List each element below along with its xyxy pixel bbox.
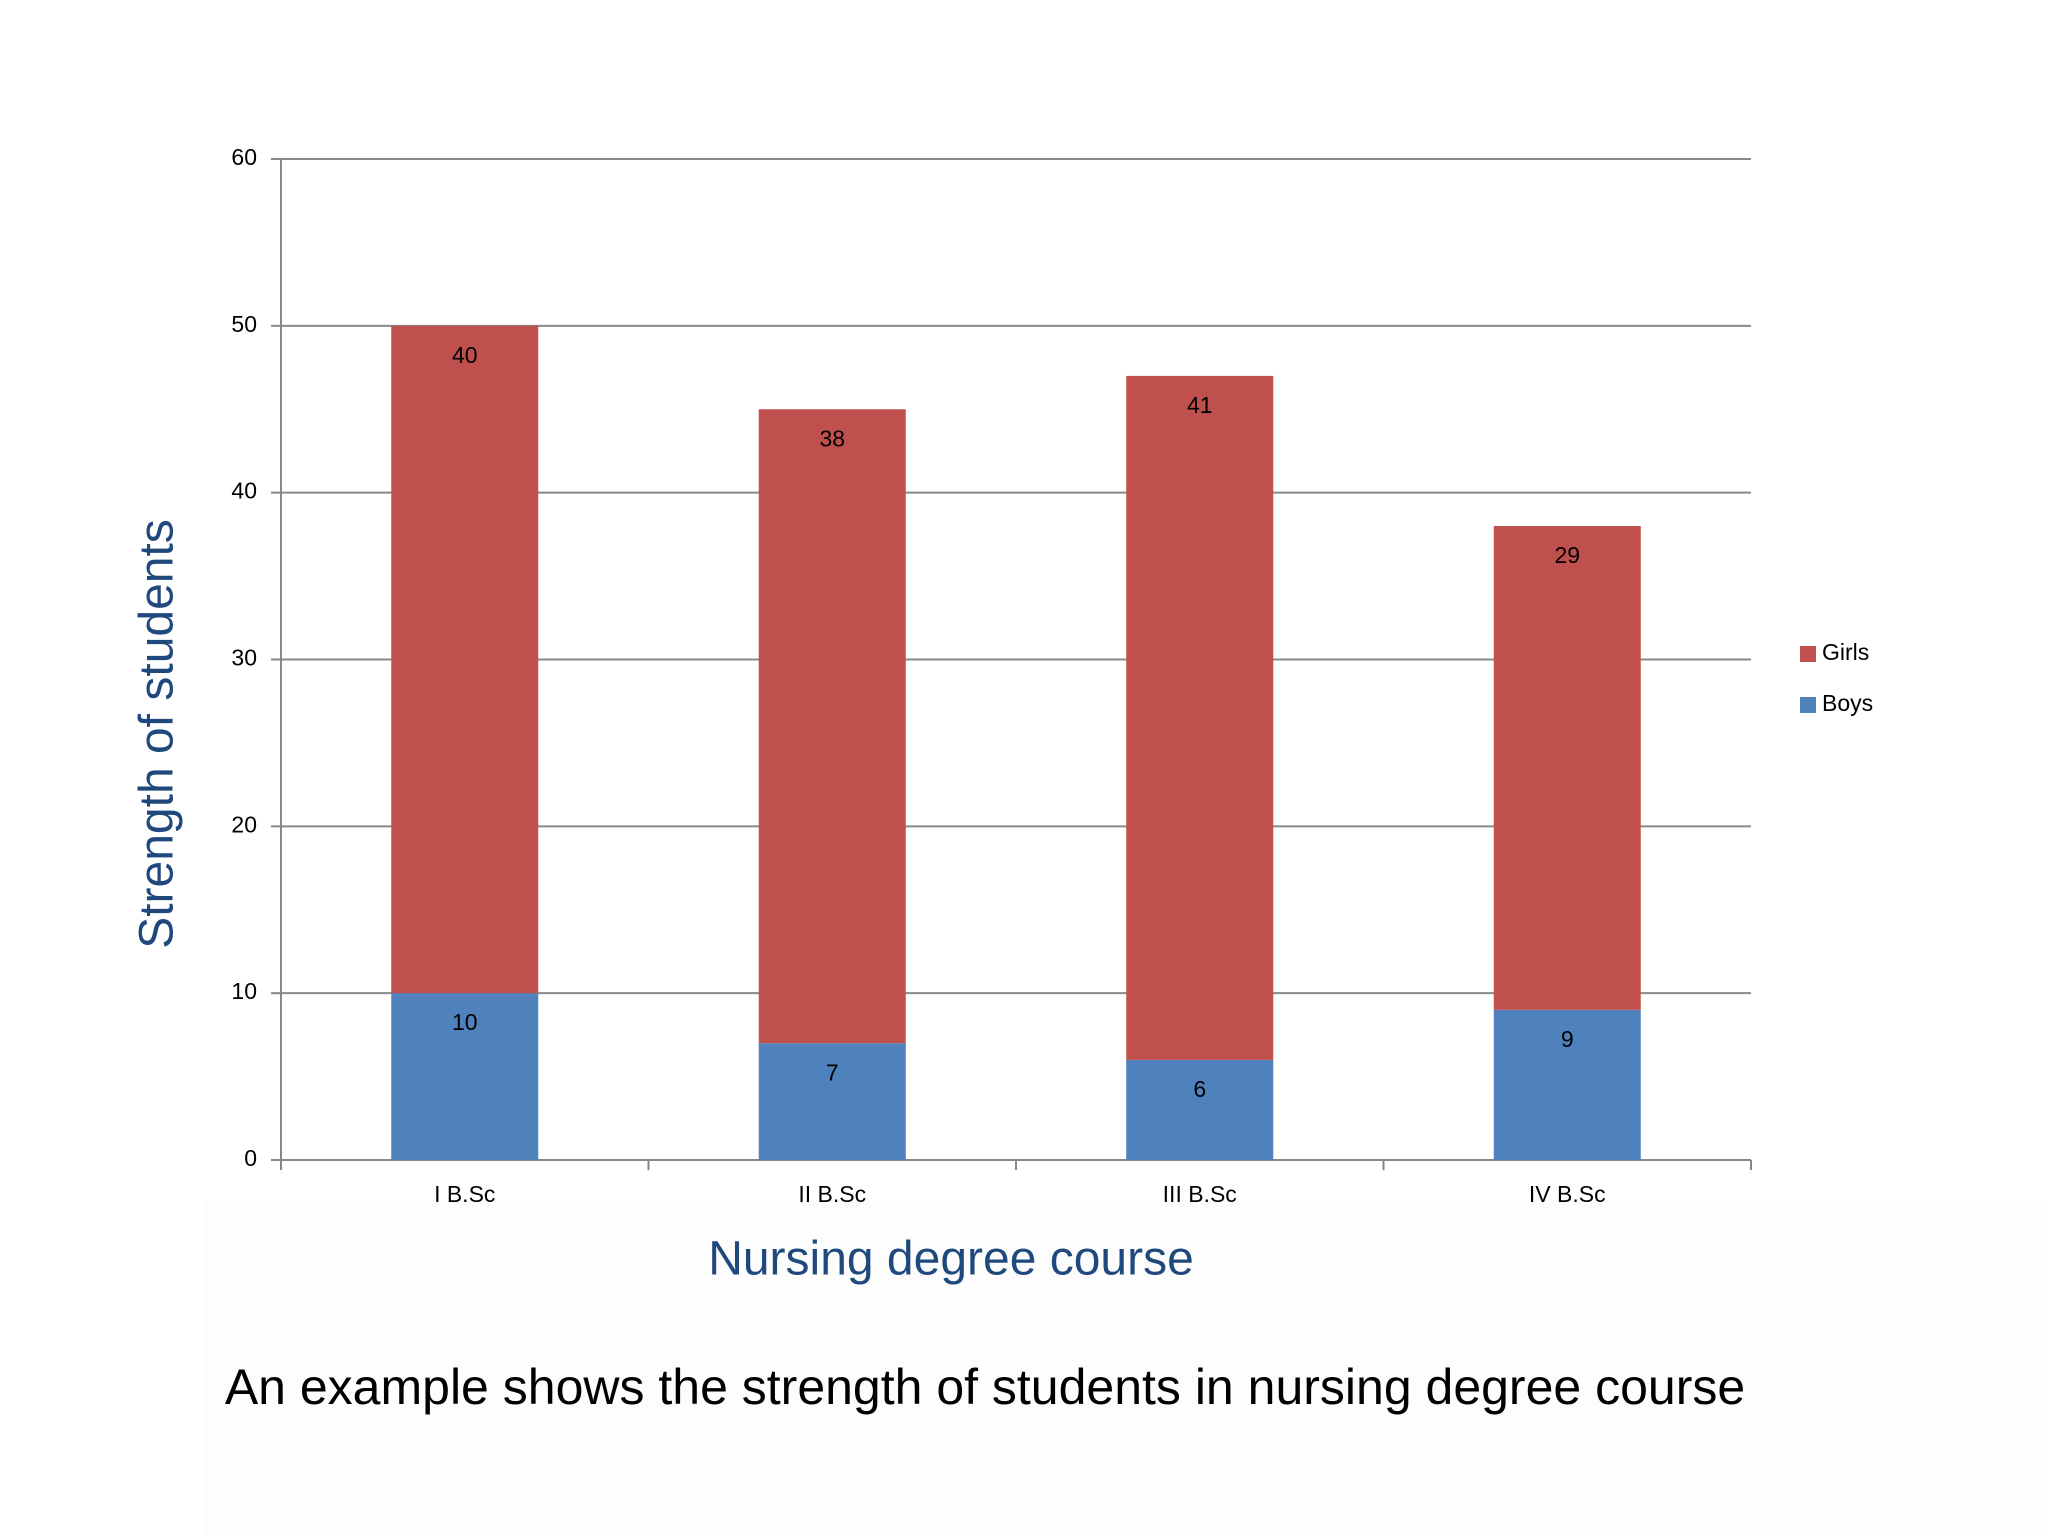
x-axis-title: Nursing degree course	[708, 1233, 1194, 1286]
y-tick-label: 20	[231, 811, 257, 837]
bar-segment	[758, 409, 906, 1044]
bar-segment	[1126, 375, 1274, 1060]
bar-segment	[758, 1043, 906, 1160]
x-tick-label: I B.Sc	[434, 1181, 495, 1207]
value-label: 9	[1561, 1026, 1574, 1052]
bar-segment	[1493, 1009, 1641, 1160]
y-axis-title: Strength of students	[131, 519, 184, 949]
value-label: 38	[819, 425, 845, 451]
value-label: 7	[826, 1059, 839, 1085]
caption: An example shows the strength of student…	[225, 1359, 1745, 1415]
value-label: 40	[452, 342, 478, 368]
legend-swatch	[1800, 646, 1816, 662]
legend-swatch	[1800, 697, 1816, 713]
x-tick-label: II B.Sc	[798, 1181, 866, 1207]
y-tick-label: 50	[231, 311, 257, 337]
bar-segment	[391, 993, 539, 1160]
y-tick-label: 10	[231, 978, 257, 1004]
bar-segment	[391, 325, 539, 994]
bar-segment	[1126, 1059, 1274, 1160]
legend-label: Boys	[1822, 690, 1873, 716]
bar-segment	[1493, 526, 1641, 1010]
y-tick-label: 60	[231, 144, 257, 170]
value-label: 29	[1554, 542, 1580, 568]
legend-label: Girls	[1822, 639, 1869, 665]
y-tick-label: 40	[231, 478, 257, 504]
y-tick-label: 30	[231, 645, 257, 671]
value-label: 10	[452, 1009, 478, 1035]
x-tick-label: IV B.Sc	[1529, 1181, 1606, 1207]
value-label: 6	[1193, 1076, 1206, 1102]
x-tick-label: III B.Sc	[1163, 1181, 1237, 1207]
y-tick-label: 0	[244, 1145, 257, 1171]
background	[205, 1200, 2048, 1536]
value-label: 41	[1187, 392, 1213, 418]
